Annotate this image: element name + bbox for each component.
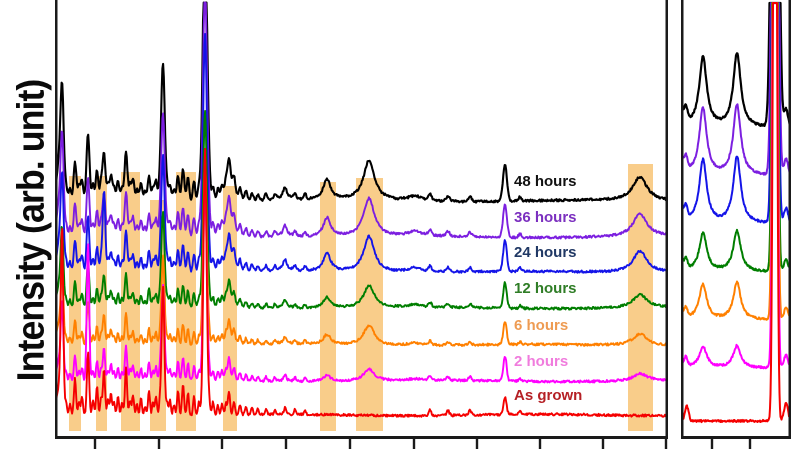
x-axis-tick (93, 439, 97, 449)
highlight-band (69, 176, 81, 431)
highlight-band (356, 178, 383, 431)
axis-spine (681, 0, 684, 439)
x-axis-tick (664, 439, 668, 449)
curve-main-6-hours (56, 161, 667, 348)
highlight-band (628, 164, 653, 431)
highlight-band (320, 182, 336, 431)
axis-spine (665, 0, 668, 439)
axis-spine (681, 436, 791, 439)
zoom-panel-curves (682, 1, 790, 424)
series-label: As grown (514, 387, 583, 404)
curve-main-36-hours (56, 1, 667, 240)
series-label: 24 hours (514, 244, 577, 261)
axis-spine (55, 436, 668, 439)
x-axis-tick (538, 439, 542, 449)
x-axis-tick (284, 439, 288, 449)
series-label: 6 hours (514, 317, 569, 334)
highlight-band (96, 176, 107, 431)
x-axis-tick (710, 439, 714, 449)
x-axis-tick (475, 439, 479, 449)
x-axis-tick (601, 439, 605, 449)
series-label: 2 hours (514, 353, 569, 370)
curve-zoom-as-grown (682, 2, 790, 424)
series-label: 36 hours (514, 209, 577, 226)
series-label: 48 hours (514, 173, 577, 190)
curve-main-2-hours (56, 184, 667, 384)
x-axis-tick (412, 439, 416, 449)
main-panel-curves (56, 1, 667, 418)
curve-main-as-grown (56, 147, 667, 418)
axes (55, 0, 791, 449)
x-axis-tick (157, 439, 161, 449)
curve-main-48-hours (56, 1, 667, 204)
axis-spine (788, 0, 791, 439)
x-axis-tick (348, 439, 352, 449)
series-label: 12 hours (514, 280, 577, 297)
x-axis-tick (220, 439, 224, 449)
curve-main-12-hours (56, 109, 667, 311)
axis-spine (55, 0, 58, 439)
x-axis-tick (748, 439, 752, 449)
curve-main-24-hours (56, 33, 667, 274)
